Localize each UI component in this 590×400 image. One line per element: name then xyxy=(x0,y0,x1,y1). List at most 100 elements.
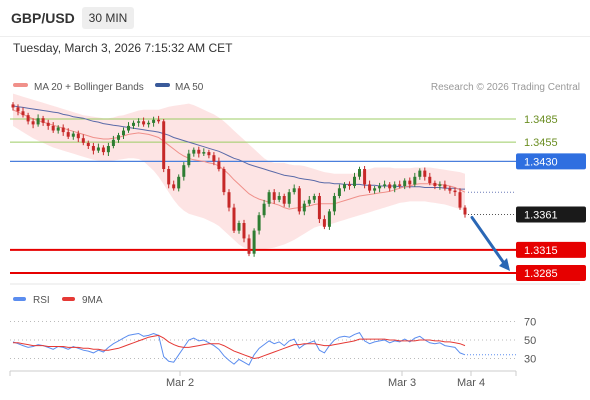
candle-down xyxy=(398,184,402,186)
ma20-legend-label: MA 20 + Bollinger Bands xyxy=(34,82,144,93)
rsi-panel: 70 50 30 xyxy=(10,317,536,366)
candle-up xyxy=(358,169,361,177)
level-label: 1.3430 xyxy=(524,156,558,168)
candle-up xyxy=(353,176,356,186)
x-tick-label: Mar 4 xyxy=(457,377,485,389)
candle-down xyxy=(212,155,216,162)
candle-down xyxy=(11,104,15,108)
candle-down xyxy=(423,170,427,177)
candle-down xyxy=(26,115,30,122)
candle-down xyxy=(408,180,412,185)
candle-up xyxy=(277,196,281,200)
candle-down xyxy=(101,147,105,153)
rsi-ma-legend-label: 9MA xyxy=(82,295,103,306)
candle-up xyxy=(237,223,241,231)
candles xyxy=(11,102,467,257)
x-tick-label: Mar 2 xyxy=(166,377,194,389)
rsi-tick-label: 50 xyxy=(524,335,536,347)
candle-down xyxy=(428,176,432,183)
level-label: 1.3455 xyxy=(524,137,558,149)
datetime-label: Tuesday, March 3, 2026 7:15:32 AM CET xyxy=(13,41,233,55)
candle-up xyxy=(96,147,100,151)
current-price-box xyxy=(516,206,586,223)
candle-down xyxy=(167,169,171,185)
candle-up xyxy=(117,135,120,140)
ma50-legend-swatch xyxy=(155,83,170,87)
candle-down xyxy=(157,119,161,122)
candle-up xyxy=(307,199,311,204)
candle-down xyxy=(81,138,85,143)
candle-down xyxy=(433,182,437,186)
candle-down xyxy=(322,219,326,227)
rsi-tick-label: 70 xyxy=(524,317,536,329)
candle-up xyxy=(262,203,266,216)
candle-down xyxy=(51,125,55,131)
candle-up xyxy=(292,188,296,193)
candle-up xyxy=(127,125,130,131)
bollinger-band-fill xyxy=(13,93,465,250)
level-label: 1.3315 xyxy=(524,245,558,257)
ma20-legend-swatch xyxy=(13,83,28,87)
candle-up xyxy=(106,146,110,153)
level-labels: 1.3485 1.3455 1.3430 1.3315 1.3285 1.3361 xyxy=(516,114,586,281)
candle-down xyxy=(368,184,372,191)
candle-up xyxy=(111,139,115,146)
level-label: 1.3285 xyxy=(524,268,558,280)
candle-down xyxy=(242,223,246,239)
candle-down xyxy=(272,192,276,200)
candle-down xyxy=(46,122,50,126)
candle-up xyxy=(302,203,306,212)
level-label-box xyxy=(516,265,586,281)
copyright-text: Research © 2026 Trading Central xyxy=(431,82,580,93)
candle-down xyxy=(16,107,20,112)
candle-down xyxy=(458,192,462,208)
candle-up xyxy=(147,122,151,125)
rsi-legend-label: RSI xyxy=(33,295,50,306)
candle-up xyxy=(71,133,75,137)
symbol-label: GBP/USD xyxy=(11,10,75,26)
candle-down xyxy=(282,196,286,204)
candle-down xyxy=(91,146,95,151)
candle-up xyxy=(418,170,422,177)
candle-down xyxy=(66,132,70,137)
candle-down xyxy=(247,238,251,254)
candle-up xyxy=(202,152,206,154)
candle-up xyxy=(287,192,291,204)
candle-down xyxy=(348,184,351,186)
candle-down xyxy=(61,127,65,133)
candle-up xyxy=(192,149,196,154)
candle-up xyxy=(152,119,156,123)
candle-up xyxy=(177,176,181,189)
candle-up xyxy=(187,153,191,166)
level-lines xyxy=(10,118,580,274)
candle-up xyxy=(327,211,331,227)
timeframe-button[interactable]: 30 MIN xyxy=(82,7,134,29)
candle-up xyxy=(393,184,397,189)
candle-down xyxy=(21,111,25,116)
candle-up xyxy=(332,196,336,212)
candle-up xyxy=(122,130,125,136)
candle-up xyxy=(438,184,442,186)
candle-down xyxy=(197,149,201,154)
candle-up xyxy=(36,118,40,125)
candle-up xyxy=(312,196,316,200)
candle-down xyxy=(222,169,226,193)
rsi-legend-swatch xyxy=(13,297,26,301)
level-label: 1.3485 xyxy=(524,114,558,126)
candle-up xyxy=(182,165,186,177)
rsi-line xyxy=(12,331,466,366)
candle-down xyxy=(453,190,457,193)
candle-up xyxy=(132,122,135,126)
candle-down xyxy=(162,121,166,169)
candle-up xyxy=(403,180,407,186)
bollinger-bands xyxy=(13,93,465,250)
candle-up xyxy=(343,184,346,189)
candle-up xyxy=(373,188,377,191)
candle-down xyxy=(443,184,447,189)
ma50-legend-label: MA 50 xyxy=(175,82,204,93)
candle-up xyxy=(56,127,60,131)
candle-up xyxy=(252,230,256,254)
rsi-ma-line xyxy=(13,334,466,360)
candle-down xyxy=(388,184,392,189)
